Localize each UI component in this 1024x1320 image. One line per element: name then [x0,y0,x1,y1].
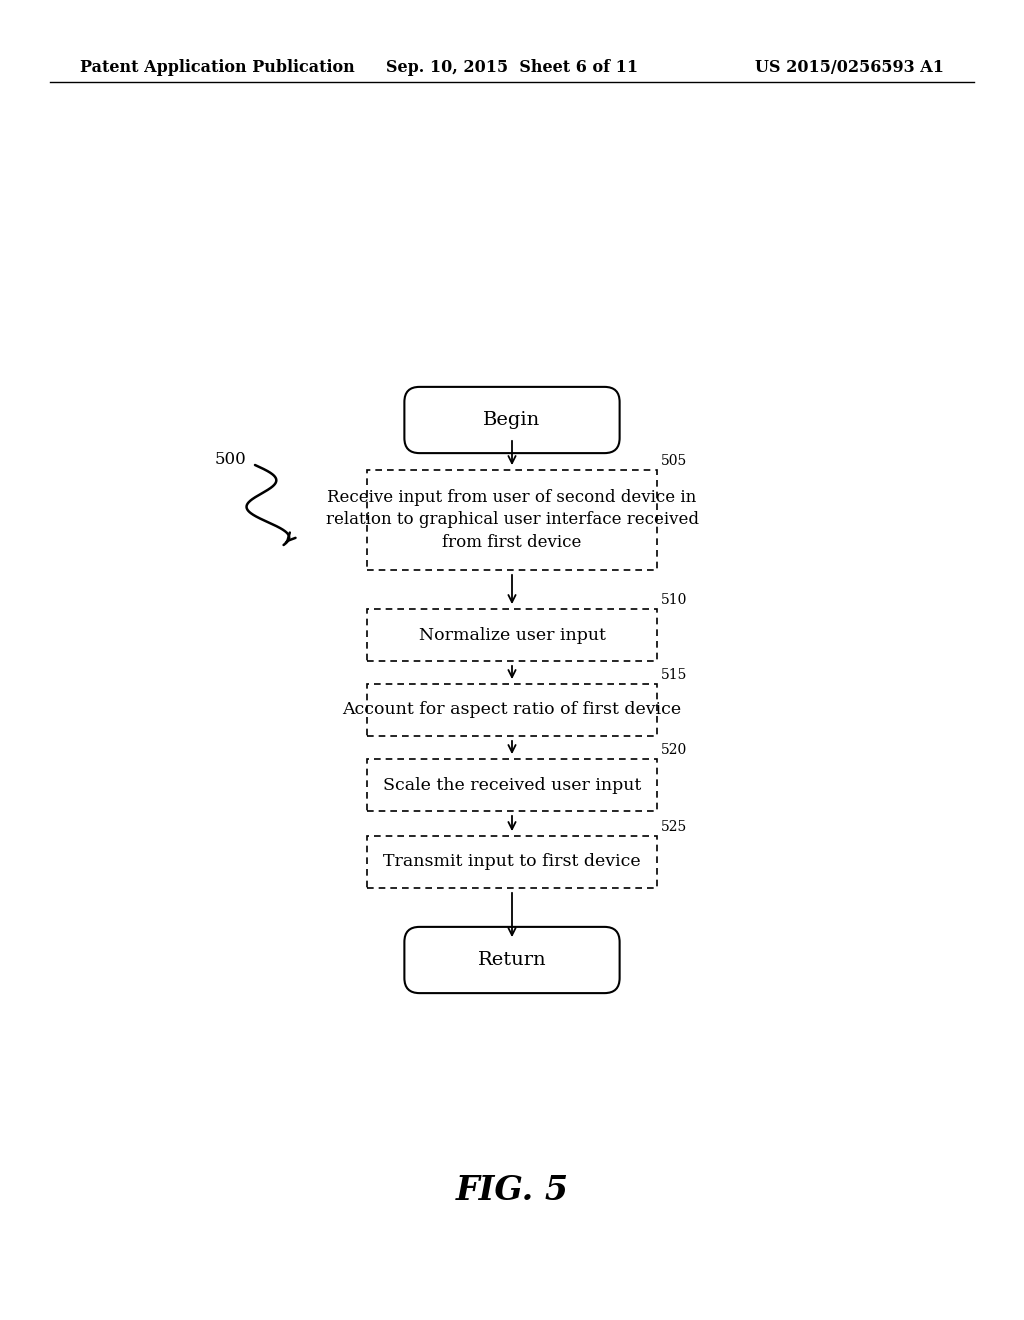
Text: Return: Return [477,950,547,969]
Text: Transmit input to first device: Transmit input to first device [383,854,641,870]
Text: Begin: Begin [483,411,541,429]
Bar [367,470,657,570]
Bar [367,836,657,888]
Text: Receive input from user of second device in
relation to graphical user interface: Receive input from user of second device… [326,490,698,550]
FancyBboxPatch shape [404,927,620,993]
Text: Normalize user input: Normalize user input [419,627,605,644]
Text: 515: 515 [662,668,687,682]
Text: 505: 505 [662,454,687,469]
Text: Patent Application Publication: Patent Application Publication [80,59,354,77]
Text: 510: 510 [662,593,687,607]
Text: 520: 520 [662,743,687,756]
Bar [367,759,657,810]
Bar [367,684,657,737]
Text: Scale the received user input: Scale the received user input [383,776,641,793]
Text: 500: 500 [215,451,247,469]
Text: Account for aspect ratio of first device: Account for aspect ratio of first device [342,701,682,718]
Text: FIG. 5: FIG. 5 [456,1173,568,1206]
Text: Sep. 10, 2015  Sheet 6 of 11: Sep. 10, 2015 Sheet 6 of 11 [386,59,638,77]
Bar [367,609,657,661]
FancyBboxPatch shape [404,387,620,453]
Text: 525: 525 [662,820,687,834]
Text: US 2015/0256593 A1: US 2015/0256593 A1 [755,59,944,77]
